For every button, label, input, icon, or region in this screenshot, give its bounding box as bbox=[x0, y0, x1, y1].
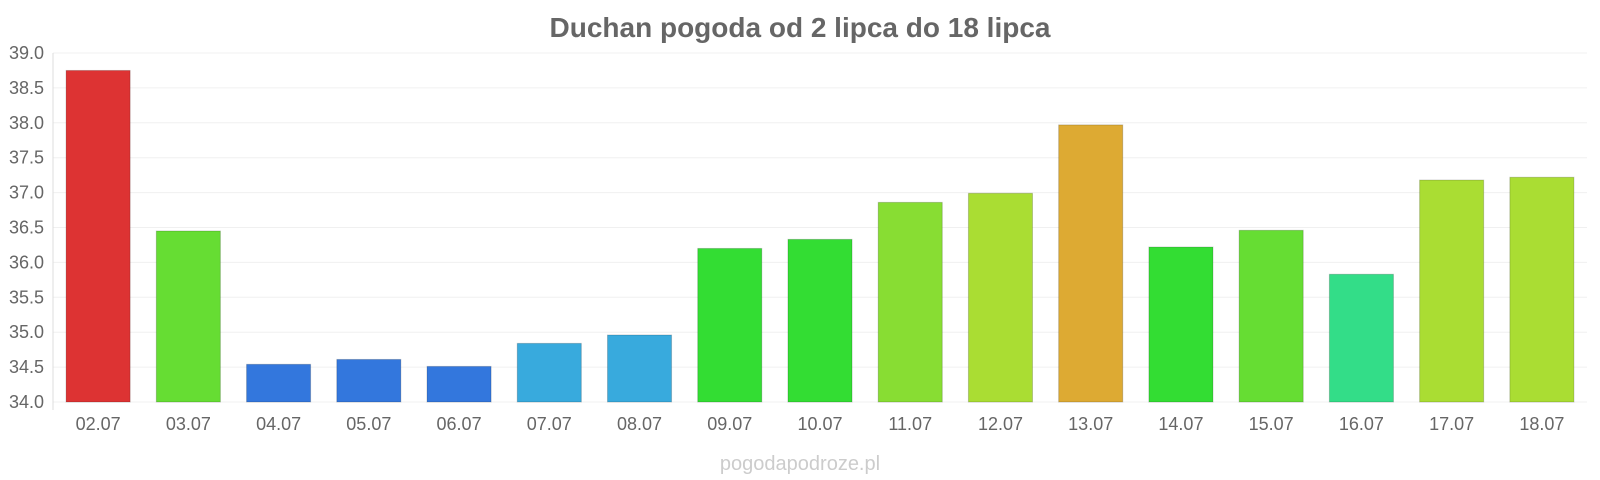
bar-10.07 bbox=[787, 238, 853, 403]
chart-title: Duchan pogoda od 2 lipca do 18 lipca bbox=[550, 12, 1051, 43]
y-tick-label: 37.0 bbox=[9, 183, 44, 203]
x-tick-label: 10.07 bbox=[797, 414, 842, 434]
bar-12.07 bbox=[967, 192, 1034, 403]
bar-04.07 bbox=[246, 363, 312, 403]
y-tick-label: 34.5 bbox=[9, 357, 44, 377]
y-tick-label: 34.0 bbox=[9, 392, 44, 412]
y-tick-label: 36.5 bbox=[9, 218, 44, 238]
bar-14.07 bbox=[1148, 246, 1214, 403]
y-tick-label: 37.5 bbox=[9, 148, 44, 168]
x-tick-label: 07.07 bbox=[527, 414, 572, 434]
bar-09.07 bbox=[697, 247, 763, 403]
bar-02.07 bbox=[65, 69, 131, 403]
y-tick-label: 36.0 bbox=[9, 252, 44, 272]
x-tick-label: 06.07 bbox=[437, 414, 482, 434]
x-tick-label: 02.07 bbox=[76, 414, 121, 434]
x-tick-label: 09.07 bbox=[707, 414, 752, 434]
x-tick-label: 03.07 bbox=[166, 414, 211, 434]
x-tick-label: 16.07 bbox=[1339, 414, 1384, 434]
bar-13.07 bbox=[1058, 124, 1124, 403]
y-tick-label: 35.0 bbox=[9, 322, 44, 342]
bar-11.07 bbox=[877, 201, 943, 403]
x-tick-label: 17.07 bbox=[1429, 414, 1474, 434]
watermark: pogodapodroze.pl bbox=[720, 453, 880, 475]
bar-16.07 bbox=[1328, 273, 1394, 403]
x-tick-label: 13.07 bbox=[1068, 414, 1113, 434]
x-tick-label: 18.07 bbox=[1519, 414, 1564, 434]
y-tick-label: 38.5 bbox=[9, 78, 44, 98]
x-tick-label: 08.07 bbox=[617, 414, 662, 434]
bar-18.07 bbox=[1509, 176, 1575, 403]
bars bbox=[65, 69, 1575, 403]
bar-17.07 bbox=[1419, 179, 1485, 403]
x-tick-label: 12.07 bbox=[978, 414, 1023, 434]
bar-06.07 bbox=[426, 365, 492, 403]
bar-05.07 bbox=[336, 358, 402, 403]
bar-07.07 bbox=[516, 342, 582, 403]
bar-15.07 bbox=[1238, 229, 1304, 403]
y-axis-ticks: 34.0 34.5 35.0 35.5 36.0 36.5 37.0 37.5 38.0 38.5… bbox=[9, 43, 44, 412]
bar-03.07 bbox=[155, 230, 221, 403]
x-tick-label: 11.07 bbox=[888, 414, 932, 434]
y-tick-label: 35.5 bbox=[9, 287, 44, 307]
x-tick-label: 14.07 bbox=[1158, 414, 1203, 434]
y-tick-label: 39.0 bbox=[9, 43, 44, 63]
y-tick-label: 38.0 bbox=[9, 113, 44, 133]
x-tick-label: 05.07 bbox=[346, 414, 391, 434]
x-tick-label: 04.07 bbox=[256, 414, 301, 434]
x-axis-ticks: 02.07 03.07 04.07 05.07 06.07 07.07 08.07 09.07… bbox=[76, 414, 1565, 434]
bar-08.07 bbox=[606, 334, 673, 403]
x-tick-label: 15.07 bbox=[1249, 414, 1294, 434]
